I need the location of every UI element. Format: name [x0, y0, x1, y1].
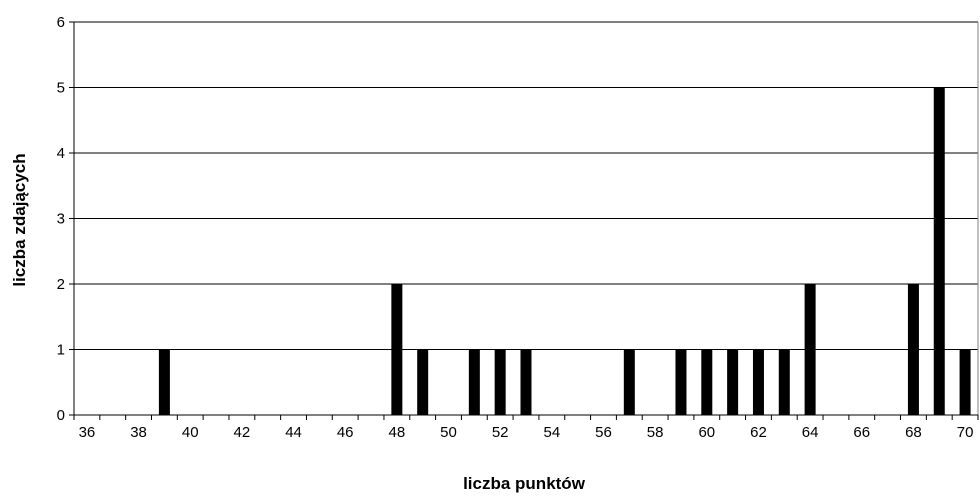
bar-51: [468, 349, 480, 415]
x-tick-label: 40: [182, 424, 199, 441]
x-tick-label: 38: [130, 424, 147, 441]
y-tick-label: 2: [57, 276, 65, 293]
x-tick-label: 46: [337, 424, 354, 441]
x-tick-label: 44: [285, 424, 302, 441]
bar-49: [417, 349, 429, 415]
x-tick-label: 64: [802, 424, 819, 441]
y-tick-label: 3: [57, 211, 65, 228]
x-tick-label: 66: [853, 424, 870, 441]
axes: [69, 21, 979, 420]
bar-70: [959, 349, 971, 415]
x-tick-label: 50: [440, 424, 457, 441]
x-tick-label: 68: [905, 424, 922, 441]
bar-57: [623, 349, 635, 415]
bar-52: [494, 349, 506, 415]
y-axis-title: liczba zdających: [10, 153, 29, 286]
x-tick-labels: 36 38 40 42 44 46 48 50 52 54 56 58 60 62 64 66 68 70: [79, 424, 974, 441]
grid-lines: [74, 21, 978, 350]
bar-63: [778, 349, 790, 415]
y-tick-label: 0: [57, 407, 65, 424]
bar-53: [520, 349, 532, 415]
bar-39: [158, 349, 170, 415]
y-tick-label: 6: [57, 14, 65, 31]
x-tick-label: 58: [647, 424, 664, 441]
y-tick-labels: 0 1 2 3 4 5 6: [57, 14, 65, 424]
bar-69: [933, 87, 945, 415]
x-tick-label: 52: [492, 424, 509, 441]
x-tick-label: 48: [389, 424, 406, 441]
x-tick-label: 42: [234, 424, 251, 441]
bar-62: [752, 349, 764, 415]
x-tick-label: 36: [79, 424, 96, 441]
bar-48: [391, 284, 403, 415]
x-axis-title: liczba punktów: [463, 474, 586, 493]
y-tick-label: 1: [57, 342, 65, 359]
bar-68: [907, 284, 919, 415]
x-tick-label: 54: [543, 424, 560, 441]
bar-60: [701, 349, 713, 415]
x-tick-label: 70: [957, 424, 974, 441]
x-tick-label: 60: [698, 424, 715, 441]
y-tick-label: 4: [57, 145, 65, 162]
bars: [158, 87, 971, 415]
bar-61: [727, 349, 739, 415]
bar-59: [675, 349, 687, 415]
x-tick-label: 56: [595, 424, 612, 441]
x-tick-label: 62: [750, 424, 767, 441]
y-tick-label: 5: [57, 80, 65, 97]
bar-64: [804, 284, 816, 415]
